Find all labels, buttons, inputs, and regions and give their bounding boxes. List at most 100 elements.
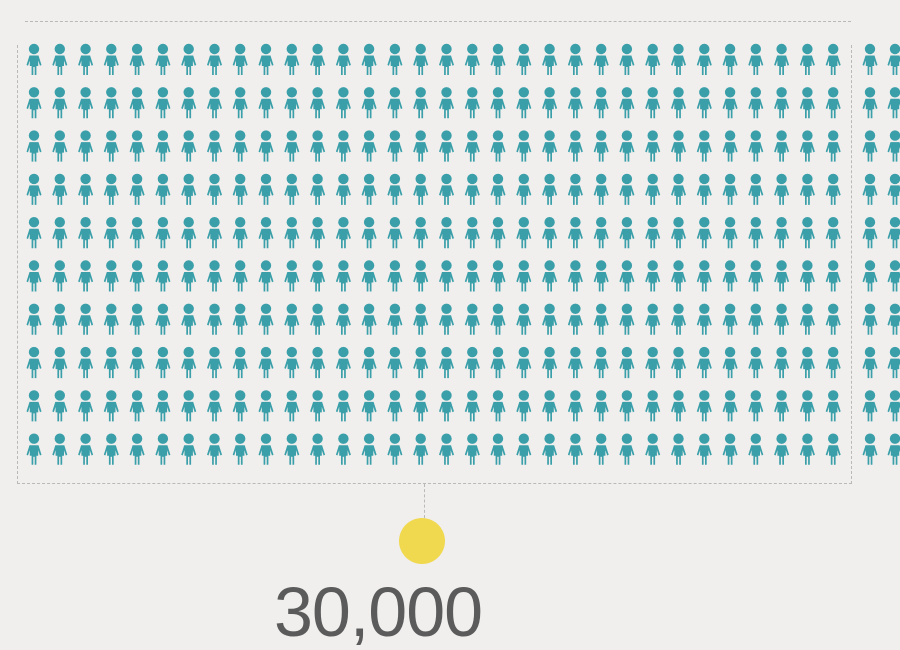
person-icon: [232, 346, 248, 379]
person-icon: [645, 217, 661, 249]
person-icon: [567, 43, 583, 75]
person-icon: [722, 303, 738, 335]
person-icon: [748, 433, 764, 465]
person-icon: [78, 390, 94, 422]
person-icon: [825, 130, 841, 162]
person-icon: [645, 87, 661, 119]
person-icon: [207, 260, 222, 292]
person-icon: [516, 130, 532, 162]
person-icon: [361, 390, 377, 422]
person-icon: [542, 43, 558, 75]
person-icon: [284, 390, 300, 422]
person-icon: [284, 130, 300, 162]
person-icon: [645, 130, 661, 162]
person-icon: [887, 346, 900, 379]
person-icon: [258, 433, 274, 465]
person-icon: [542, 87, 558, 119]
person-icon: [258, 130, 274, 162]
person-icon: [103, 217, 119, 249]
person-icon: [310, 173, 326, 205]
person-icon: [542, 303, 558, 335]
person-icon: [52, 43, 68, 75]
person-icon: [181, 43, 197, 75]
person-icon: [619, 390, 635, 422]
person-icon: [78, 346, 94, 379]
person-icon: [774, 87, 790, 119]
person-icon: [78, 130, 94, 162]
person-icon: [862, 260, 878, 292]
person-icon: [567, 303, 583, 335]
person-icon: [516, 43, 532, 75]
person-icon: [413, 260, 429, 292]
person-icon: [284, 87, 300, 119]
person-icon: [542, 173, 558, 205]
person-icon: [258, 390, 274, 422]
person-icon: [464, 87, 480, 119]
top-dashed-rule: [25, 21, 851, 22]
person-icon: [129, 173, 145, 205]
person-icon: [567, 87, 583, 119]
person-icon: [542, 260, 558, 292]
person-icon: [619, 346, 635, 379]
person-icon: [103, 130, 119, 162]
person-icon: [26, 43, 42, 75]
person-icon: [103, 260, 119, 292]
person-icon: [645, 433, 661, 465]
person-icon: [748, 390, 764, 422]
person-icon: [52, 217, 68, 249]
person-icon: [748, 130, 764, 162]
person-icon: [516, 433, 532, 465]
person-icon: [722, 260, 738, 292]
person-icon: [439, 390, 454, 422]
person-icon: [567, 217, 583, 249]
person-icon: [464, 260, 480, 292]
person-icon: [439, 346, 454, 379]
person-icon: [862, 87, 878, 119]
person-icon: [567, 130, 583, 162]
person-icon: [207, 130, 222, 162]
person-icon: [671, 346, 686, 379]
person-icon: [774, 433, 790, 465]
person-icon: [232, 87, 248, 119]
person-icon: [129, 130, 145, 162]
person-icon: [207, 173, 222, 205]
person-icon: [862, 303, 878, 335]
person-icon: [593, 346, 609, 379]
person-icon: [490, 217, 506, 249]
person-icon: [155, 433, 171, 465]
person-icon: [748, 173, 764, 205]
person-icon: [103, 303, 119, 335]
person-icon: [335, 260, 351, 292]
person-icon: [78, 433, 94, 465]
person-icon: [593, 260, 609, 292]
person-icon: [155, 303, 171, 335]
person-icon: [887, 217, 900, 249]
person-icon: [593, 217, 609, 249]
person-icon: [413, 130, 429, 162]
person-icon: [490, 130, 506, 162]
person-icon: [26, 303, 42, 335]
person-icon: [232, 130, 248, 162]
person-icon: [671, 260, 686, 292]
person-icon: [310, 433, 326, 465]
person-icon: [310, 87, 326, 119]
person-icon: [181, 217, 197, 249]
person-icon: [361, 433, 377, 465]
person-icon: [887, 87, 900, 119]
person-icon: [361, 303, 377, 335]
person-icon: [26, 346, 42, 379]
person-icon: [593, 43, 609, 75]
person-icon: [799, 43, 815, 75]
person-icon: [232, 433, 248, 465]
person-icon: [284, 43, 300, 75]
person-icon: [567, 433, 583, 465]
person-icon: [26, 217, 42, 249]
person-icon: [645, 303, 661, 335]
person-icon: [284, 217, 300, 249]
person-icon: [671, 173, 686, 205]
person-icon: [258, 173, 274, 205]
person-icon: [542, 390, 558, 422]
person-icon: [129, 87, 145, 119]
person-icon: [774, 303, 790, 335]
